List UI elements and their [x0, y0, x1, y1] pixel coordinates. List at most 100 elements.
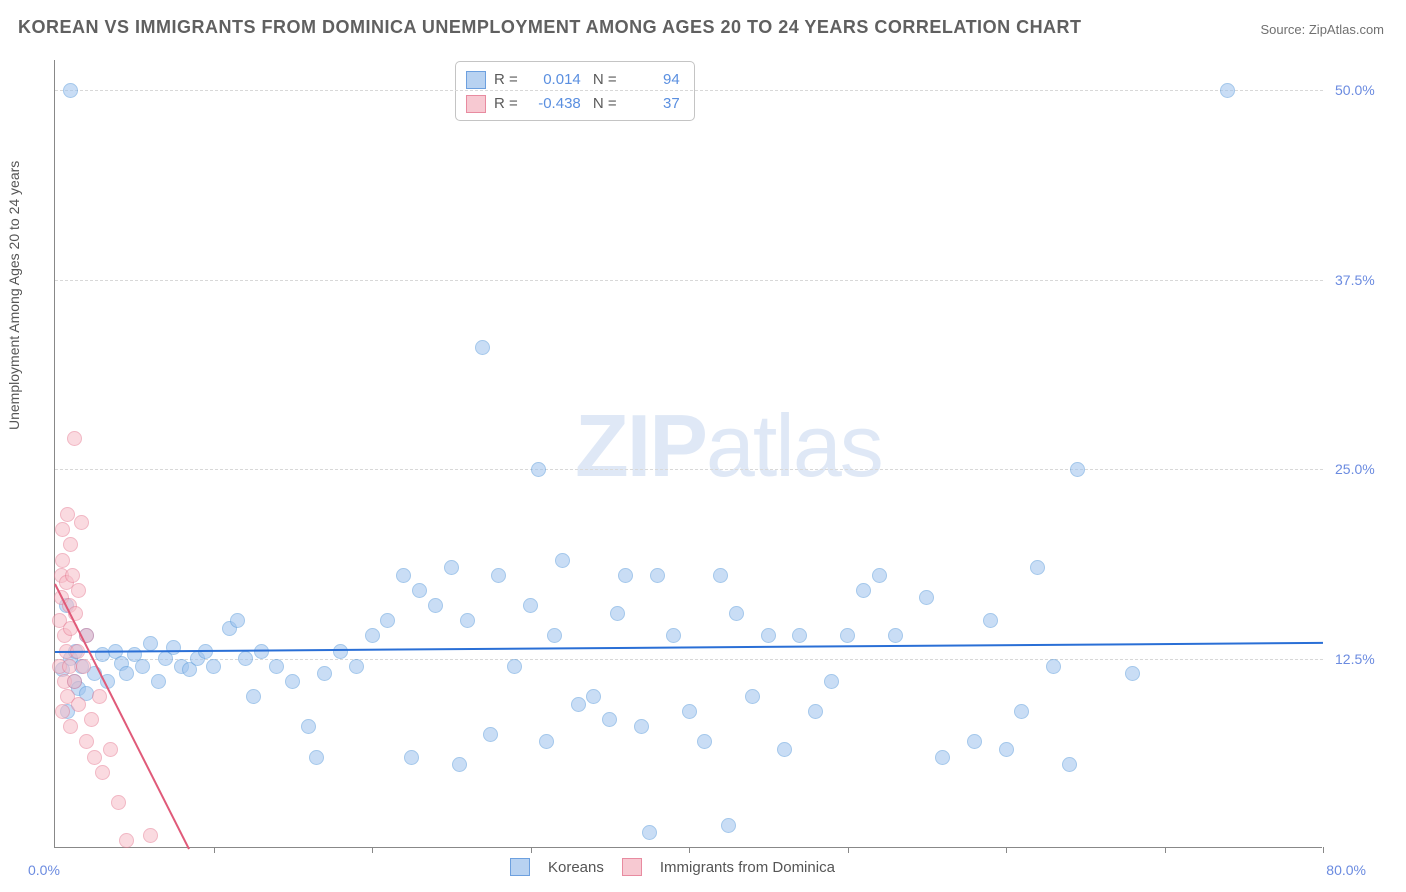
legend-label-koreans: Koreans: [548, 859, 604, 876]
stat-R-label: R =: [494, 68, 518, 92]
point-korean: [143, 636, 158, 651]
stat-N-value-blue: 94: [625, 68, 680, 92]
swatch-blue-icon: [510, 858, 530, 876]
point-dominica: [79, 734, 94, 749]
point-korean: [618, 568, 633, 583]
bottom-legend: Koreans Immigrants from Dominica: [510, 858, 835, 876]
y-tick-label: 50.0%: [1335, 82, 1375, 98]
x-axis-min-label: 0.0%: [28, 862, 60, 878]
point-korean: [444, 560, 459, 575]
point-korean: [721, 818, 736, 833]
point-korean: [365, 628, 380, 643]
point-dominica: [92, 689, 107, 704]
point-korean: [460, 613, 475, 628]
point-korean: [1062, 757, 1077, 772]
point-dominica: [55, 522, 70, 537]
point-korean: [602, 712, 617, 727]
point-korean: [697, 734, 712, 749]
point-korean: [539, 734, 554, 749]
point-korean: [475, 340, 490, 355]
chart-title: KOREAN VS IMMIGRANTS FROM DOMINICA UNEMP…: [18, 17, 1082, 38]
x-tick: [1323, 847, 1324, 853]
point-korean: [206, 659, 221, 674]
point-korean: [396, 568, 411, 583]
point-korean: [999, 742, 1014, 757]
point-korean: [824, 674, 839, 689]
point-korean: [1070, 462, 1085, 477]
point-korean: [531, 462, 546, 477]
point-korean: [571, 697, 586, 712]
point-korean: [650, 568, 665, 583]
point-dominica: [71, 583, 86, 598]
point-korean: [380, 613, 395, 628]
point-korean: [983, 613, 998, 628]
point-korean: [840, 628, 855, 643]
x-tick: [214, 847, 215, 853]
point-korean: [491, 568, 506, 583]
point-korean: [349, 659, 364, 674]
stat-R-label: R =: [494, 92, 518, 116]
stat-N-label: N =: [589, 68, 617, 92]
point-korean: [555, 553, 570, 568]
point-dominica: [111, 795, 126, 810]
point-korean: [919, 590, 934, 605]
point-korean: [404, 750, 419, 765]
source-attribution: Source: ZipAtlas.com: [1260, 22, 1384, 37]
watermark: ZIPatlas: [575, 395, 882, 497]
x-tick: [689, 847, 690, 853]
point-dominica: [67, 674, 82, 689]
point-korean: [269, 659, 284, 674]
point-dominica: [63, 537, 78, 552]
point-korean: [119, 666, 134, 681]
point-korean: [745, 689, 760, 704]
point-korean: [238, 651, 253, 666]
x-tick: [1006, 847, 1007, 853]
point-korean: [246, 689, 261, 704]
point-dominica: [103, 742, 118, 757]
point-korean: [792, 628, 807, 643]
x-tick: [531, 847, 532, 853]
point-korean: [317, 666, 332, 681]
point-korean: [428, 598, 443, 613]
point-korean: [610, 606, 625, 621]
point-korean: [523, 598, 538, 613]
point-dominica: [119, 833, 134, 848]
point-dominica: [143, 828, 158, 843]
point-korean: [1014, 704, 1029, 719]
point-korean: [63, 83, 78, 98]
point-dominica: [67, 431, 82, 446]
point-korean: [1030, 560, 1045, 575]
point-korean: [547, 628, 562, 643]
x-tick: [372, 847, 373, 853]
point-korean: [1125, 666, 1140, 681]
point-korean: [666, 628, 681, 643]
point-dominica: [65, 568, 80, 583]
y-tick-label: 25.0%: [1335, 461, 1375, 477]
point-korean: [483, 727, 498, 742]
point-dominica: [55, 553, 70, 568]
point-korean: [967, 734, 982, 749]
point-korean: [230, 613, 245, 628]
point-korean: [507, 659, 522, 674]
point-korean: [761, 628, 776, 643]
point-dominica: [95, 765, 110, 780]
y-tick-label: 37.5%: [1335, 272, 1375, 288]
point-dominica: [60, 507, 75, 522]
point-dominica: [71, 697, 86, 712]
point-korean: [642, 825, 657, 840]
point-korean: [1220, 83, 1235, 98]
point-korean: [452, 757, 467, 772]
point-korean: [888, 628, 903, 643]
y-tick-label: 12.5%: [1335, 651, 1375, 667]
point-dominica: [84, 712, 99, 727]
scatter-chart: ZIPatlas R = 0.014 N = 94 R = -0.438 N =…: [54, 60, 1322, 848]
point-dominica: [76, 659, 91, 674]
point-korean: [935, 750, 950, 765]
stats-row-dominica: R = -0.438 N = 37: [466, 92, 680, 116]
point-korean: [872, 568, 887, 583]
point-korean: [1046, 659, 1061, 674]
point-korean: [729, 606, 744, 621]
gridline-h: [55, 280, 1323, 281]
stat-N-label: N =: [589, 92, 617, 116]
point-korean: [135, 659, 150, 674]
